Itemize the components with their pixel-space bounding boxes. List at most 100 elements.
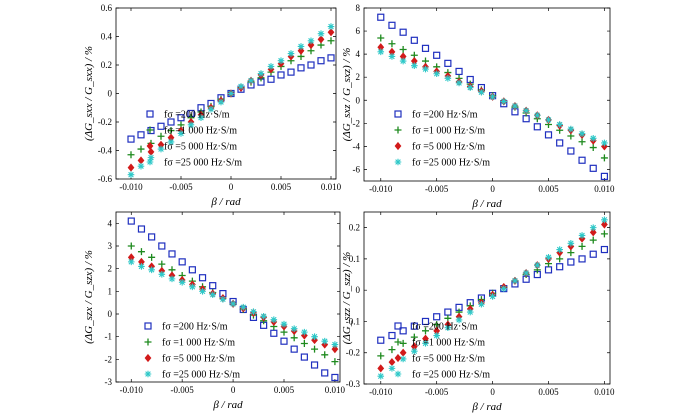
plot-frame bbox=[115, 211, 341, 383]
data-point-series-2 bbox=[321, 351, 329, 359]
x-tick-label: 0 bbox=[490, 184, 495, 194]
y-tick-label: 1 bbox=[108, 286, 113, 296]
data-point-series-1 bbox=[421, 317, 430, 326]
data-point-series-1 bbox=[399, 28, 407, 36]
data-point-series-2 bbox=[399, 339, 407, 347]
y-tick-label: -4 bbox=[353, 141, 361, 151]
data-point-series-4 bbox=[522, 269, 530, 277]
legend-marker-1 bbox=[394, 322, 402, 330]
data-point-series-4 bbox=[168, 275, 176, 283]
data-point-series-2 bbox=[410, 333, 418, 341]
data-point-series-4 bbox=[567, 239, 575, 247]
y-tick-label: 8 bbox=[356, 3, 361, 13]
data-point-series-4 bbox=[433, 70, 440, 78]
x-tick-label: 0.005 bbox=[271, 182, 292, 192]
x-tick-label: 0.005 bbox=[538, 184, 559, 194]
data-point-series-4 bbox=[534, 261, 541, 269]
y-tick-label: 0 bbox=[108, 309, 113, 319]
x-tick-label: 0 bbox=[229, 182, 234, 192]
data-point-series-4 bbox=[578, 130, 586, 138]
data-point-series-4 bbox=[422, 65, 429, 73]
data-point-series-4 bbox=[556, 121, 563, 128]
data-point-series-3 bbox=[127, 163, 135, 172]
legend-marker-3 bbox=[146, 141, 154, 151]
data-point-series-4 bbox=[178, 278, 186, 286]
data-point-series-4 bbox=[578, 232, 586, 239]
data-point-series-1 bbox=[444, 308, 452, 316]
legend-label-2: fσ =1 000 Hz·S/m bbox=[164, 126, 237, 137]
data-point-series-4 bbox=[127, 258, 135, 266]
y-tick-label: 0 bbox=[108, 89, 113, 99]
data-point-series-1 bbox=[331, 373, 339, 382]
data-point-series-4 bbox=[277, 57, 285, 65]
data-point-series-4 bbox=[478, 300, 485, 308]
legend-label-4: fσ =25 000 Hz·S/m bbox=[164, 158, 242, 169]
data-point-series-4 bbox=[411, 347, 418, 355]
legend-label-4: fσ =25 000 Hz·S/m bbox=[412, 158, 490, 169]
data-point-series-4 bbox=[511, 277, 519, 285]
data-point-series-2 bbox=[311, 345, 319, 353]
data-point-series-2 bbox=[127, 151, 135, 159]
data-point-series-2 bbox=[589, 144, 597, 152]
data-point-series-3 bbox=[307, 40, 315, 50]
data-point-series-4 bbox=[534, 111, 541, 119]
data-point-series-1 bbox=[455, 67, 463, 76]
plot-frame bbox=[363, 211, 611, 385]
data-point-series-4 bbox=[500, 98, 508, 105]
data-point-series-1 bbox=[600, 245, 609, 254]
data-point-series-2 bbox=[157, 132, 165, 140]
y-tick-label: -0.3 bbox=[346, 379, 361, 389]
y-tick-label: 0.2 bbox=[101, 60, 112, 70]
data-point-series-4 bbox=[317, 30, 325, 37]
legend-marker-1 bbox=[394, 110, 402, 118]
x-tick-label: 0.005 bbox=[274, 385, 295, 395]
legend-marker-3 bbox=[394, 353, 402, 363]
data-point-series-4 bbox=[444, 75, 452, 82]
legend-label-1: fσ =200 Hz·S/m bbox=[164, 110, 230, 121]
data-point-series-4 bbox=[297, 43, 305, 50]
data-point-series-1 bbox=[327, 54, 335, 62]
x-tick-label: 0.010 bbox=[594, 387, 615, 397]
data-point-series-1 bbox=[410, 36, 418, 44]
data-point-series-4 bbox=[307, 37, 315, 45]
data-point-series-3 bbox=[601, 220, 608, 229]
data-point-series-2 bbox=[578, 138, 586, 146]
data-point-series-2 bbox=[127, 242, 135, 250]
data-point-series-1 bbox=[399, 327, 407, 335]
x-tick-label: 0.010 bbox=[325, 385, 346, 395]
data-point-series-4 bbox=[280, 320, 288, 328]
y-tick-label: 0.6 bbox=[101, 3, 113, 13]
legend-marker-4 bbox=[146, 158, 154, 166]
y-tick-label: -2 bbox=[105, 354, 113, 364]
data-point-series-1 bbox=[137, 225, 146, 233]
data-point-series-4 bbox=[589, 224, 597, 231]
data-point-series-4 bbox=[148, 266, 155, 274]
x-tick-label: -0.010 bbox=[369, 184, 393, 194]
data-point-series-1 bbox=[127, 135, 135, 143]
x-tick-label: 0 bbox=[490, 387, 495, 397]
legend-label-2: fσ =1 000 Hz·S/m bbox=[412, 126, 485, 137]
data-point-series-1 bbox=[310, 361, 319, 369]
y-tick-label: -0.2 bbox=[98, 117, 112, 127]
data-point-series-4 bbox=[478, 88, 485, 96]
y-tick-label: 0 bbox=[356, 285, 361, 295]
y-tick-label: 0 bbox=[356, 95, 361, 105]
data-point-series-4 bbox=[327, 23, 335, 30]
data-point-series-1 bbox=[188, 266, 196, 274]
y-tick-label: 4 bbox=[108, 218, 113, 228]
data-point-series-3 bbox=[317, 35, 325, 44]
data-point-series-4 bbox=[290, 325, 298, 333]
data-point-series-4 bbox=[522, 107, 530, 114]
data-point-series-1 bbox=[297, 64, 305, 72]
data-point-series-1 bbox=[209, 282, 217, 290]
data-point-series-2 bbox=[377, 352, 385, 360]
data-point-series-4 bbox=[311, 333, 318, 340]
panel-top-left: -0.010 -0.005 0 0.005 0.010 -0.6 -0.4 -0.2 0 0.2 0… bbox=[83, 3, 342, 208]
data-point-series-1 bbox=[544, 266, 553, 274]
data-point-series-4 bbox=[545, 116, 552, 124]
legend-marker-2 bbox=[394, 126, 402, 134]
y-axis-label: (ΔG_sxx / G_sxx) / % bbox=[83, 46, 95, 141]
data-point-series-2 bbox=[327, 37, 335, 45]
data-point-series-3 bbox=[399, 348, 407, 357]
data-point-series-2 bbox=[377, 34, 385, 42]
